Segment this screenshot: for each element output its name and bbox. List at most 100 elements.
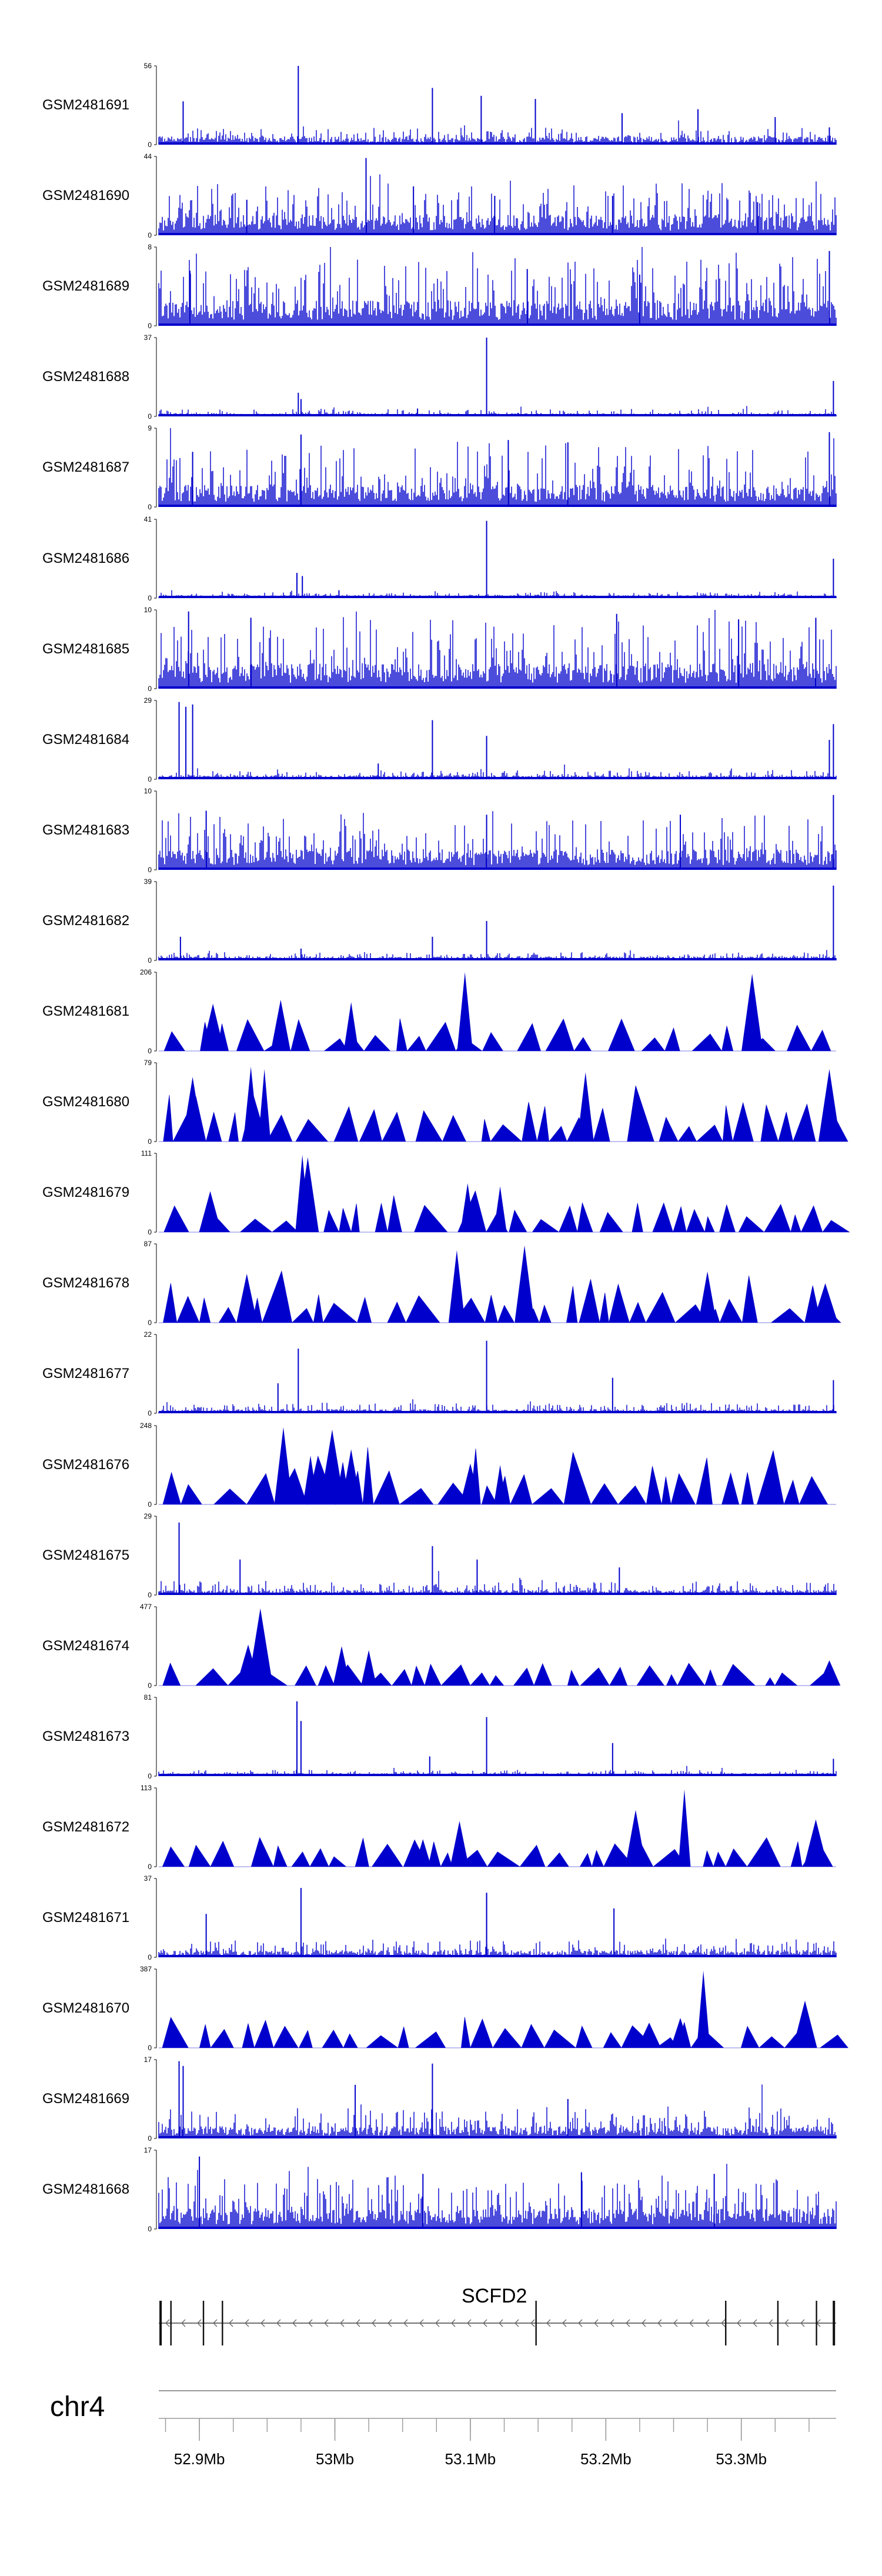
signal-baseline <box>159 505 836 508</box>
signal-bars <box>158 120 837 145</box>
signal-peak <box>274 1427 293 1504</box>
signal-baseline <box>159 867 836 870</box>
track-label: GSM2481668 <box>42 2181 130 2198</box>
y-tick-label-min: 0 <box>148 775 152 783</box>
signal-peak <box>818 1660 841 1686</box>
strand-arrow <box>372 2319 376 2327</box>
strand-arrow <box>784 2319 789 2327</box>
track: GSM2481683 10 0 <box>0 787 882 880</box>
signal-peak <box>341 1449 361 1504</box>
y-tick-label-min: 0 <box>148 1137 152 1146</box>
genomic-axis: 52.9Mb 53Mb 53.1Mb 53.2Mb 53.3Mb <box>159 2390 836 2468</box>
track-plot: 477 0 <box>140 1603 841 1690</box>
signal-area <box>159 1837 836 1867</box>
y-tick-label-max: 22 <box>144 1330 152 1339</box>
signal-baseline <box>159 1411 836 1414</box>
track-label: GSM2481683 <box>42 822 130 838</box>
track: GSM2481675 29 0 <box>0 1512 882 1605</box>
strand-arrow <box>324 2319 329 2327</box>
y-tick-label-max: 477 <box>140 1603 152 1611</box>
track-label: GSM2481675 <box>42 1547 130 1563</box>
signal-bars <box>158 1570 837 1595</box>
axis-tick-label: 52.9Mb <box>174 2450 225 2468</box>
signal-peak <box>182 1077 203 1142</box>
gene-exon <box>170 2301 172 2345</box>
signal-peak <box>361 1650 377 1686</box>
y-tick-label-max: 10 <box>144 606 152 614</box>
signal-peak <box>493 1464 507 1504</box>
y-tick-label-min: 0 <box>148 1953 152 1961</box>
track-plot: 90 <box>148 424 837 511</box>
gene-model <box>159 2301 836 2345</box>
track-plot: 37 0 <box>144 1874 837 1961</box>
track-label: GSM2481679 <box>42 1184 130 1201</box>
y-tick-label-min: 0 <box>148 2225 152 2233</box>
y-tick-label-min: 0 <box>148 1319 152 1327</box>
strand-arrow <box>308 2319 313 2327</box>
signal-peak <box>296 1157 319 1233</box>
signal-baseline <box>159 2227 836 2230</box>
strand-arrow <box>610 2319 614 2327</box>
strand-arrow <box>499 2319 503 2327</box>
gene-exon <box>725 2301 727 2345</box>
track-label: GSM2481687 <box>42 459 130 476</box>
track: GSM2481669 17 0 <box>0 2056 882 2148</box>
signal-peak <box>243 1066 259 1142</box>
signal-peak <box>493 1186 507 1233</box>
y-tick-label-min: 0 <box>148 594 152 602</box>
y-tick-label-max: 111 <box>141 1149 152 1157</box>
strand-arrow <box>689 2319 694 2327</box>
track-plot: 56 0 <box>144 62 837 149</box>
track-plot: 79 0 <box>144 1059 848 1146</box>
y-tick-label-max: 37 <box>144 333 152 342</box>
strand-arrow <box>340 2319 345 2327</box>
signal-area <box>159 2017 848 2049</box>
track-plot: 81 0 <box>144 1693 837 1780</box>
track: GSM2481680 79 0 <box>0 1059 882 1152</box>
strand-arrow <box>245 2319 249 2327</box>
y-tick-label-min: 0 <box>148 866 152 874</box>
y-tick-label-min: 0 <box>148 1681 152 1690</box>
track: GSM2481678 87 0 <box>0 1240 882 1333</box>
gene-annotation-panel <box>0 2282 882 2364</box>
strand-arrow <box>435 2319 440 2327</box>
strand-arrow <box>721 2319 726 2327</box>
track: GSM2481689 8 0 <box>0 243 882 336</box>
y-tick-label-min: 0 <box>148 1500 152 1509</box>
signal-baseline <box>159 233 836 236</box>
strand-arrow <box>530 2319 535 2327</box>
track: GSM2481686 41 0 <box>0 515 882 608</box>
track: GSM2481687 9 0 <box>0 424 882 517</box>
strand-arrow <box>546 2319 551 2327</box>
track-label: GSM2481690 <box>42 188 130 204</box>
track-label: GSM2481674 <box>42 1637 130 1654</box>
signal-peak <box>343 1002 359 1051</box>
strand-arrow <box>213 2319 218 2327</box>
signal-peak <box>258 1069 271 1142</box>
track-label: GSM2481681 <box>42 1003 130 1019</box>
y-tick-label-max: 39 <box>144 877 152 886</box>
strand-arrow <box>229 2319 233 2327</box>
signal-peak <box>236 1644 260 1686</box>
track-label: GSM2481680 <box>42 1094 130 1110</box>
strand-arrow <box>483 2319 487 2327</box>
y-tick-label-max: 17 <box>144 2146 152 2154</box>
track-label: GSM2481691 <box>42 97 130 113</box>
strand-arrow <box>292 2319 297 2327</box>
y-tick-label-max: 8 <box>148 243 152 251</box>
y-tick-label-max: 56 <box>144 62 152 70</box>
track: GSM2481685 10 0 <box>0 606 882 699</box>
track-plot: 111 0 <box>141 1149 850 1236</box>
gene-exon <box>222 2301 223 2345</box>
signal-bars <box>158 609 837 689</box>
track: GSM2481676 248 0 <box>0 1422 882 1514</box>
track-label: GSM2481673 <box>42 1728 130 1744</box>
signal-baseline <box>159 595 836 598</box>
y-tick-label-min: 0 <box>148 2134 152 2143</box>
y-tick-label-max: 206 <box>140 968 152 976</box>
signal-peak <box>670 2018 690 2048</box>
track-plot: 17 0 <box>144 2056 837 2143</box>
track-label: GSM2481677 <box>42 1366 130 1382</box>
signal-peak <box>698 1272 717 1323</box>
track-plot: 87 0 <box>144 1240 841 1327</box>
